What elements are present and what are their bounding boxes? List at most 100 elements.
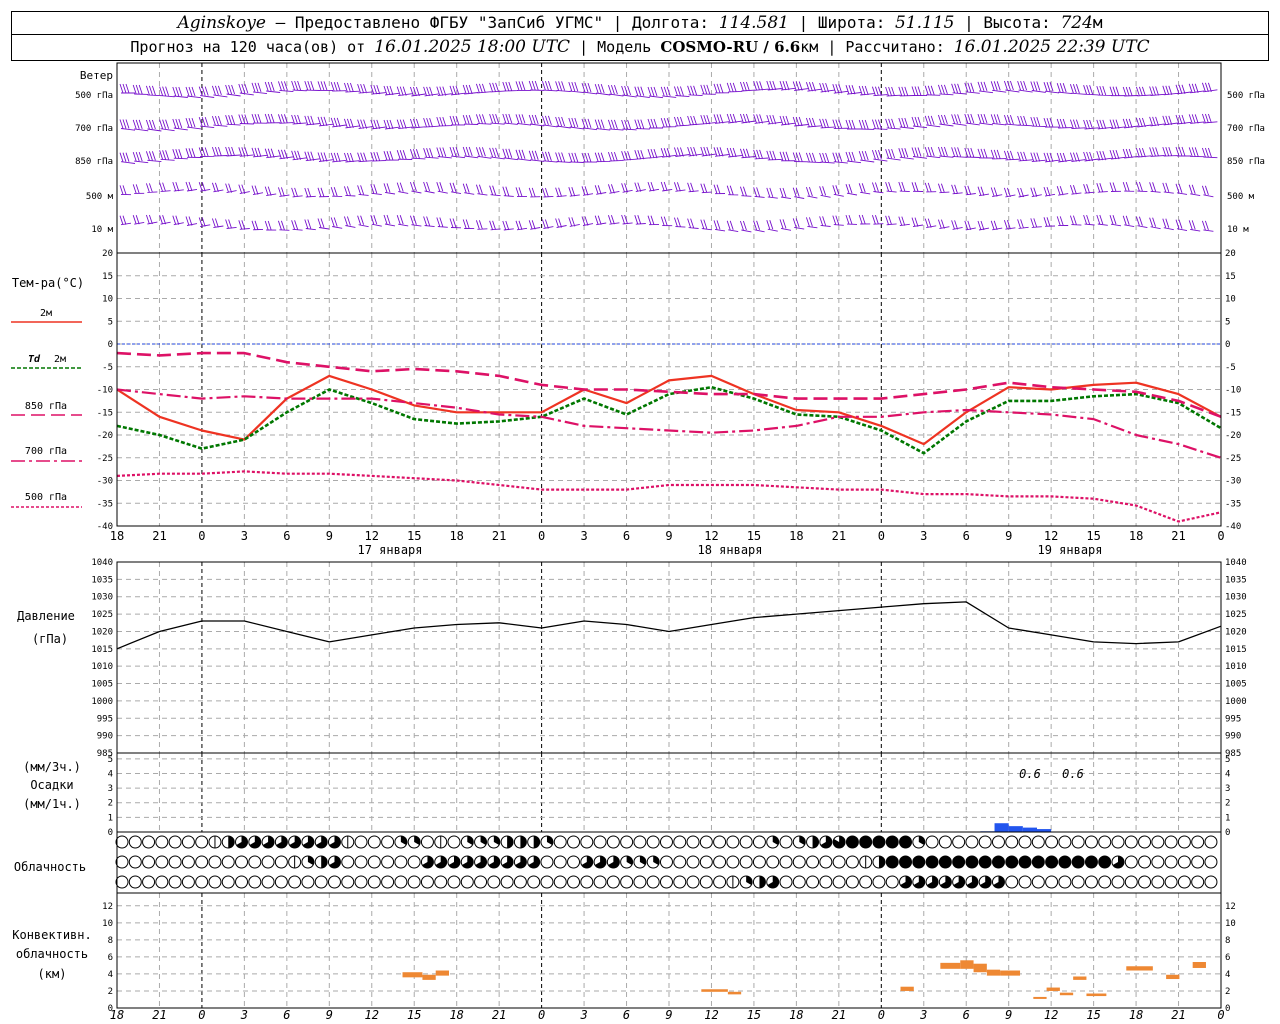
- cloud-circle: [752, 855, 766, 869]
- cloud-symbol: [1111, 875, 1125, 889]
- cloud-fill: [926, 876, 939, 888]
- cloud-circle: [513, 875, 527, 889]
- x-tick-label-bottom: 6: [963, 1008, 970, 1022]
- cloud-circle: [1164, 835, 1178, 849]
- altitude-unit: м: [1092, 13, 1103, 32]
- cloud-circle: [580, 875, 594, 889]
- cloud-symbol: [686, 835, 700, 849]
- precip-tick: 1: [108, 813, 113, 823]
- conv-unit: (км): [38, 967, 67, 981]
- cloud-circle: [407, 855, 421, 869]
- cloud-fill: [321, 856, 328, 868]
- cloud-circle: [248, 855, 262, 869]
- x-tick-label: 15: [1086, 529, 1100, 543]
- cloud-circle: [1084, 835, 1098, 849]
- cloud-symbol: [726, 875, 740, 889]
- cloud-symbol: [1124, 875, 1138, 889]
- conv-tick: 0: [1225, 1004, 1230, 1014]
- cloud-circle: [115, 875, 129, 889]
- wind-level-left: 850 гПа: [75, 157, 113, 167]
- cloud-symbol: [261, 875, 275, 889]
- cloud-symbol: [288, 835, 302, 849]
- cloud-fill: [515, 856, 527, 869]
- wind-level-left: 500 гПа: [75, 91, 113, 101]
- cloud-circle: [1124, 855, 1138, 869]
- cloud-circle: [434, 875, 448, 889]
- cloud-circle: [659, 835, 673, 849]
- cloud-symbol: [1005, 855, 1019, 869]
- conv-tick: 4: [1225, 970, 1230, 980]
- precip-tick: 3: [1225, 784, 1230, 794]
- cloud-circle: [195, 855, 209, 869]
- cloud-symbol: [168, 835, 182, 849]
- cloud-circle: [845, 855, 859, 869]
- cloud-symbol: [713, 875, 727, 889]
- cloud-fill: [608, 856, 620, 869]
- cloud-symbol: [1045, 855, 1059, 869]
- temp-tick: 5: [108, 317, 113, 327]
- pressure-tick: 1010: [91, 662, 113, 672]
- cloud-symbol: [1058, 835, 1072, 849]
- cloud-circle: [115, 855, 129, 869]
- cloud-fill: [435, 856, 447, 869]
- cloud-circle: [381, 875, 395, 889]
- cloud-circle: [567, 855, 581, 869]
- cloud-symbol: [115, 835, 129, 849]
- cloud-symbol: [327, 835, 341, 849]
- cloud-circle: [1138, 875, 1152, 889]
- cloud-symbol: [819, 855, 833, 869]
- cloud-symbol: [885, 875, 899, 889]
- precip-tick: 5: [108, 755, 113, 765]
- cloud-fill: [886, 856, 899, 868]
- cloud-circle: [1071, 875, 1085, 889]
- conv-bar: [1033, 996, 1047, 999]
- precip-tick: 5: [1225, 755, 1230, 765]
- cloud-symbol: [248, 875, 262, 889]
- wind-barbs-panel: 500 гПа 500 гПа 700 гПа 700 гПа 850 гПа 850 г…: [75, 80, 1265, 235]
- cloud-fill: [859, 836, 872, 848]
- cloud-symbol: [1098, 855, 1112, 869]
- precip-value-1: 0.6: [1019, 767, 1041, 781]
- cloud-circle: [235, 855, 249, 869]
- cloudiness-panel: [115, 835, 1218, 889]
- cloud-symbol: [673, 855, 687, 869]
- cloud-fill: [993, 876, 1005, 889]
- wind-level-left: 700 гПа: [75, 124, 113, 134]
- cloud-symbol: [168, 855, 182, 869]
- pressure-tick: 1005: [1225, 680, 1247, 690]
- cloud-fill: [1032, 856, 1045, 868]
- cloud-symbol: [314, 835, 328, 849]
- cloud-fill: [236, 836, 248, 849]
- cloud-fill: [1112, 856, 1124, 869]
- x-tick-label: 9: [1005, 529, 1012, 543]
- wind-level-right: 850 гПа: [1227, 157, 1265, 167]
- day-label-17: 17 января: [357, 543, 422, 557]
- cloud-symbol: [474, 875, 488, 889]
- x-tick-label: 21: [492, 529, 506, 543]
- wind-barbs-row: [119, 181, 1214, 200]
- cloud-symbol: [620, 875, 634, 889]
- cloud-symbol: [726, 855, 740, 869]
- latitude-value: 51.115: [894, 13, 955, 33]
- cloud-fill: [833, 836, 846, 849]
- cloud-symbol: [899, 875, 913, 889]
- cloud-symbol: [580, 855, 594, 869]
- x-tick-label-bottom: 21: [1171, 1008, 1185, 1022]
- x-tick-label: 21: [152, 529, 166, 543]
- cloud-circle: [925, 835, 939, 849]
- cloud-symbol: [646, 835, 660, 849]
- cloud-fill: [1058, 856, 1071, 868]
- cloud-symbol: [354, 835, 368, 849]
- cloud-symbol: [1204, 855, 1218, 869]
- cloud-fill: [249, 836, 261, 849]
- convective-cloud-panel: 12 12 10 10 8 8 6 6 4 4 2 2 0 0: [102, 902, 1236, 1014]
- cloud-symbol: [288, 875, 302, 889]
- cloud-symbol: [673, 875, 687, 889]
- cloud-symbol: [474, 835, 488, 849]
- precip-tick: 3: [108, 784, 113, 794]
- x-tick-label-bottom: 21: [832, 1008, 846, 1022]
- cloud-circle: [420, 835, 434, 849]
- pressure-title: Давление: [17, 609, 75, 623]
- wind-level-left: 500 м: [86, 192, 114, 202]
